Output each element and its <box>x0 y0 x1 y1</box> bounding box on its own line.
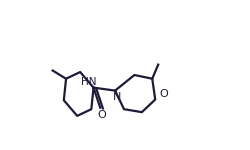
Text: O: O <box>97 110 106 120</box>
Text: HN: HN <box>80 77 96 87</box>
Text: N: N <box>112 92 120 102</box>
Text: O: O <box>158 89 167 99</box>
